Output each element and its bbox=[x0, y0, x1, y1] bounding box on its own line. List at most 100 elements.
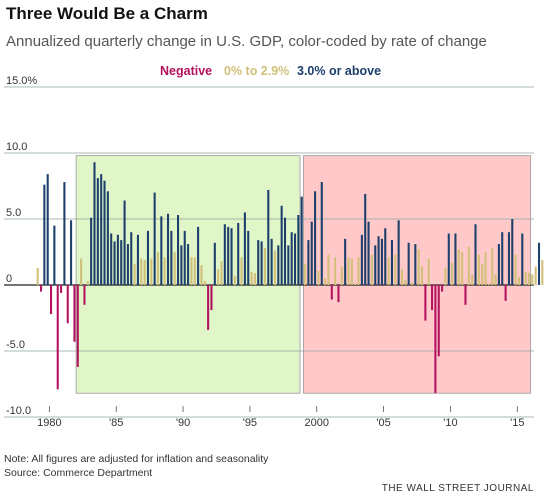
bar bbox=[524, 271, 527, 285]
bar bbox=[424, 285, 427, 321]
bar bbox=[380, 238, 383, 285]
bar bbox=[494, 274, 497, 285]
legend-negative: Negative bbox=[160, 64, 213, 78]
bar bbox=[233, 275, 236, 285]
bar bbox=[400, 269, 404, 285]
bar bbox=[213, 242, 216, 285]
bar bbox=[447, 233, 450, 285]
bar bbox=[197, 226, 200, 285]
bar bbox=[273, 250, 277, 285]
bar bbox=[287, 245, 290, 285]
bar bbox=[200, 265, 203, 285]
bar bbox=[507, 232, 510, 285]
bar bbox=[354, 283, 357, 285]
bar bbox=[210, 285, 213, 311]
bar bbox=[344, 238, 347, 285]
bar bbox=[491, 248, 494, 285]
bar bbox=[190, 257, 193, 285]
bar bbox=[444, 267, 447, 285]
bar bbox=[467, 246, 470, 285]
bar bbox=[143, 259, 146, 285]
bar bbox=[153, 192, 156, 285]
bar bbox=[511, 219, 514, 285]
bar bbox=[180, 245, 183, 285]
bar bbox=[86, 281, 89, 285]
bar bbox=[90, 217, 93, 285]
bar bbox=[541, 259, 544, 285]
x-tick-label: '10 bbox=[443, 417, 457, 429]
x-tick-label: '90 bbox=[176, 417, 190, 429]
bar bbox=[50, 285, 53, 315]
bar bbox=[427, 258, 430, 285]
bar bbox=[527, 273, 531, 285]
bar bbox=[534, 266, 537, 285]
bar bbox=[484, 252, 487, 285]
bar bbox=[434, 285, 437, 394]
bar bbox=[521, 233, 524, 285]
bar bbox=[461, 252, 464, 285]
bar bbox=[304, 263, 307, 285]
bar bbox=[384, 228, 387, 285]
bar bbox=[203, 281, 206, 285]
publisher-logo: THE WALL STREET JOURNAL bbox=[381, 483, 534, 494]
bar bbox=[317, 270, 320, 285]
bar bbox=[146, 230, 150, 285]
bar bbox=[243, 212, 246, 285]
bar bbox=[133, 263, 136, 285]
bar bbox=[100, 174, 103, 285]
chart-title: Three Would Be a Charm bbox=[6, 4, 208, 23]
bar bbox=[237, 222, 240, 285]
bar bbox=[80, 258, 83, 285]
bar bbox=[364, 193, 367, 285]
bar bbox=[110, 233, 113, 285]
bar bbox=[487, 283, 490, 285]
bar bbox=[160, 216, 163, 285]
bar bbox=[230, 228, 233, 285]
bar bbox=[347, 257, 350, 285]
bar bbox=[76, 285, 79, 367]
bar bbox=[340, 266, 343, 285]
bar bbox=[93, 162, 96, 285]
bar bbox=[46, 174, 49, 285]
x-tick-label: '15 bbox=[510, 417, 524, 429]
bar bbox=[227, 226, 230, 285]
bar bbox=[193, 257, 196, 285]
y-tick-label: 0 bbox=[6, 273, 12, 285]
bar bbox=[257, 240, 260, 285]
bar bbox=[300, 196, 303, 285]
bar bbox=[173, 252, 176, 285]
source-text: Source: Commerce Department bbox=[4, 467, 153, 479]
x-axis: 1980 '85 '90 '95 2000 '05 '10 '15 bbox=[37, 406, 524, 429]
bar bbox=[374, 245, 377, 285]
bar bbox=[517, 277, 520, 285]
bar bbox=[166, 213, 170, 285]
bar bbox=[334, 257, 337, 285]
bar bbox=[324, 278, 327, 285]
bar bbox=[120, 240, 123, 285]
bar bbox=[283, 217, 287, 285]
bar bbox=[223, 224, 226, 285]
bar bbox=[96, 178, 99, 285]
bar bbox=[66, 285, 69, 324]
y-tick-label: 15.0% bbox=[6, 75, 37, 87]
bar bbox=[113, 241, 116, 285]
x-tick-label: '95 bbox=[243, 417, 257, 429]
bar bbox=[410, 282, 414, 285]
bar bbox=[39, 285, 43, 292]
bar bbox=[387, 257, 390, 285]
bar bbox=[83, 285, 86, 305]
bar bbox=[451, 262, 454, 285]
bar bbox=[327, 254, 330, 285]
legend-low: 0% to 2.9% bbox=[224, 64, 290, 78]
bar bbox=[217, 269, 220, 285]
bar bbox=[36, 267, 39, 285]
bar bbox=[497, 244, 500, 285]
bar bbox=[481, 263, 484, 285]
y-tick-label: 5.0 bbox=[6, 207, 21, 219]
bar bbox=[360, 234, 363, 285]
bar bbox=[250, 271, 253, 285]
bar bbox=[441, 285, 444, 292]
bar bbox=[457, 249, 460, 285]
bar bbox=[310, 221, 313, 285]
